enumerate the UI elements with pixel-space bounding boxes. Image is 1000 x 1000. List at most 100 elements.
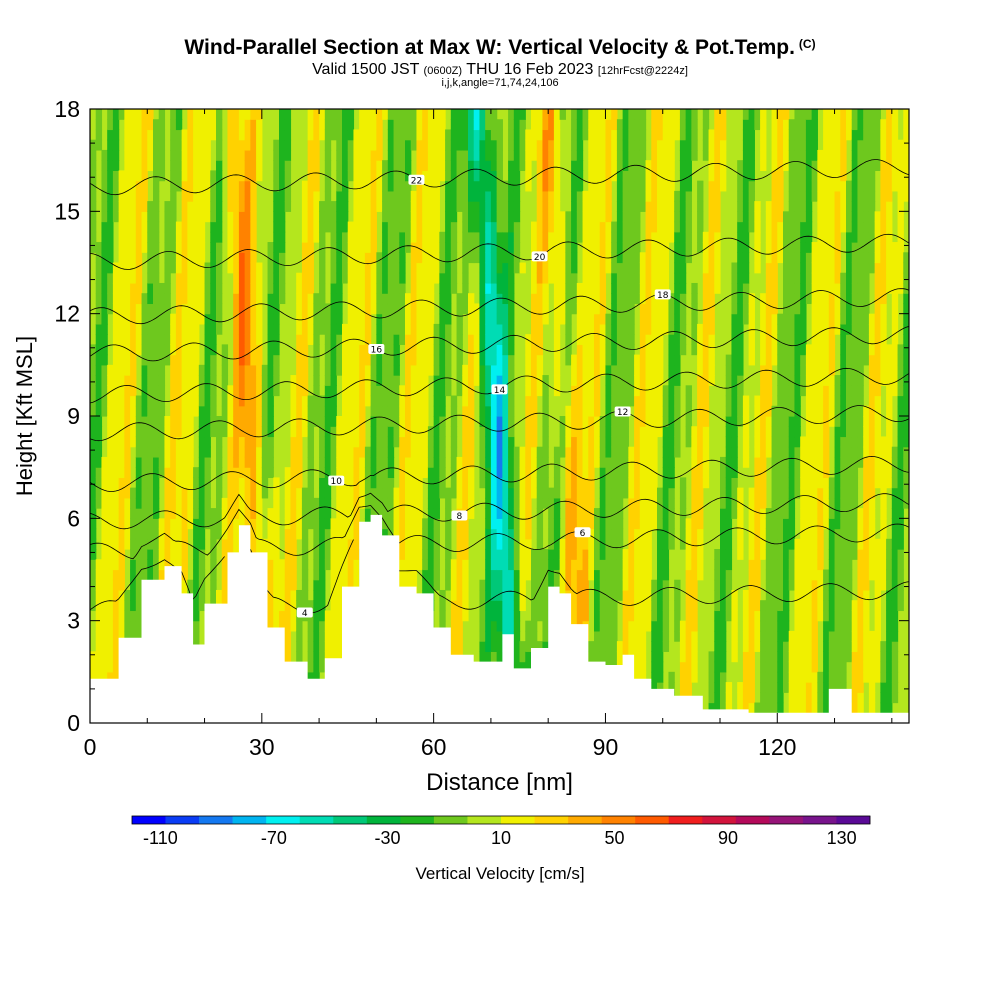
velocity-cell: [267, 538, 274, 550]
velocity-cell: [164, 487, 171, 499]
velocity-cell: [107, 242, 114, 253]
velocity-cell: [450, 610, 458, 622]
velocity-cell: [485, 559, 492, 571]
velocity-cell: [490, 211, 498, 223]
velocity-cell: [611, 375, 618, 386]
velocity-cell: [536, 528, 544, 540]
velocity-cell: [267, 262, 274, 274]
velocity-cell: [508, 334, 515, 345]
velocity-cell: [90, 201, 97, 212]
velocity-cell: [353, 170, 360, 182]
velocity-cell: [496, 405, 503, 417]
velocity-cell: [336, 231, 343, 243]
velocity-cell: [250, 477, 257, 489]
velocity-cell: [599, 293, 607, 305]
velocity-cell: [605, 538, 612, 550]
velocity-cell: [513, 518, 521, 530]
velocity-cell: [204, 201, 211, 212]
velocity-cell: [393, 344, 400, 356]
velocity-cell: [364, 395, 372, 407]
velocity-cell: [164, 446, 171, 458]
velocity-cell: [616, 119, 624, 131]
velocity-cell: [210, 364, 217, 376]
velocity-cell: [634, 467, 641, 478]
velocity-cell: [227, 487, 234, 499]
velocity-cell: [393, 436, 400, 448]
velocity-cell: [439, 446, 446, 458]
velocity-cell: [502, 528, 509, 540]
velocity-cell: [187, 354, 194, 366]
velocity-cell: [216, 508, 223, 519]
velocity-cell: [227, 416, 234, 427]
velocity-cell: [485, 487, 492, 499]
velocity-cell: [456, 610, 463, 622]
velocity-cell: [548, 170, 555, 182]
velocity-cell: [227, 190, 234, 202]
velocity-cell: [657, 518, 664, 530]
velocity-cell: [450, 180, 458, 192]
velocity-cell: [490, 559, 498, 571]
velocity-cell: [399, 497, 406, 509]
velocity-cell: [175, 487, 183, 499]
velocity-cell: [576, 569, 584, 581]
velocity-cell: [210, 221, 217, 233]
velocity-cell: [319, 589, 326, 601]
velocity-cell: [657, 252, 664, 264]
velocity-cell: [502, 364, 509, 376]
velocity-cell: [571, 252, 578, 264]
velocity-cell: [227, 180, 234, 192]
velocity-cell: [456, 323, 463, 335]
velocity-cell: [634, 119, 641, 131]
velocity-cell: [639, 139, 647, 151]
velocity-cell: [290, 477, 297, 489]
velocity-cell: [525, 354, 532, 366]
velocity-cell: [639, 334, 647, 345]
velocity-cell: [210, 231, 217, 243]
velocity-cell: [193, 323, 200, 335]
velocity-cell: [634, 375, 641, 386]
velocity-cell: [456, 559, 463, 571]
velocity-cell: [628, 477, 635, 489]
velocity-cell: [238, 272, 246, 284]
velocity-cell: [135, 334, 143, 345]
velocity-cell: [290, 559, 297, 571]
velocity-cell: [616, 549, 624, 560]
velocity-cell: [485, 293, 492, 305]
velocity-cell: [124, 405, 131, 417]
velocity-cell: [559, 242, 566, 253]
velocity-cell: [605, 129, 612, 141]
velocity-cell: [141, 375, 148, 386]
velocity-cell: [628, 579, 635, 591]
velocity-cell: [422, 456, 429, 468]
velocity-cell: [645, 487, 652, 499]
velocity-cell: [273, 549, 280, 560]
velocity-cell: [164, 211, 171, 223]
velocity-cell: [490, 426, 498, 438]
velocity-cell: [90, 538, 97, 550]
velocity-cell: [244, 323, 251, 335]
velocity-cell: [548, 190, 555, 202]
velocity-cell: [256, 416, 263, 427]
velocity-cell: [657, 180, 664, 192]
velocity-cell: [594, 242, 601, 253]
velocity-cell: [639, 201, 647, 212]
velocity-cell: [324, 313, 332, 325]
velocity-cell: [645, 293, 652, 305]
velocity-cell: [158, 119, 166, 131]
velocity-cell: [90, 180, 97, 192]
velocity-cell: [319, 456, 326, 468]
velocity-cell: [221, 559, 229, 571]
velocity-cell: [628, 446, 635, 458]
velocity-cell: [651, 405, 658, 417]
velocity-cell: [616, 354, 624, 366]
velocity-cell: [542, 426, 549, 438]
velocity-cell: [502, 231, 509, 243]
velocity-cell: [485, 456, 492, 468]
velocity-cell: [290, 405, 297, 417]
velocity-cell: [324, 160, 332, 171]
velocity-cell: [405, 129, 412, 141]
velocity-cell: [95, 671, 103, 683]
velocity-cell: [559, 446, 566, 458]
velocity-cell: [508, 569, 515, 581]
velocity-cell: [422, 282, 429, 294]
